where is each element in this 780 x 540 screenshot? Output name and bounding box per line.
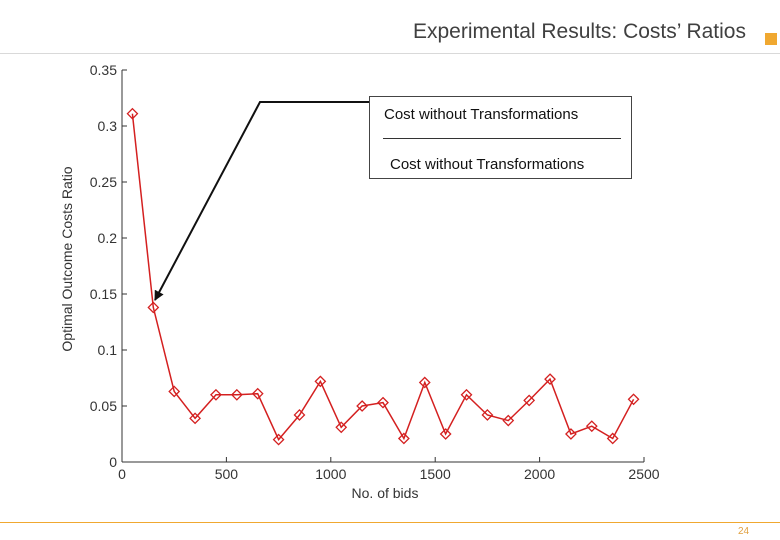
y-tick-label: 0.3 — [98, 118, 118, 134]
page-number: 24 — [738, 526, 750, 537]
x-tick-label: 0 — [118, 466, 126, 482]
data-point — [460, 388, 473, 401]
y-tick-label: 0 — [109, 454, 117, 470]
data-point — [585, 420, 598, 433]
data-point — [356, 400, 369, 412]
data-point — [606, 432, 619, 445]
title-accent-square — [765, 33, 777, 45]
data-point — [168, 385, 181, 398]
y-tick-label: 0.2 — [98, 230, 118, 246]
y-tick-label: 0.1 — [98, 342, 118, 358]
data-point — [272, 433, 285, 446]
data-point — [335, 421, 348, 434]
series-line — [131, 113, 635, 441]
callout-arrow-group — [154, 101, 369, 301]
data-point — [418, 376, 431, 389]
data-point — [189, 412, 201, 425]
x-tick-label: 2500 — [628, 466, 659, 482]
x-tick-label: 2000 — [524, 466, 555, 482]
y-tick-label: 0.15 — [90, 286, 117, 302]
data-point — [293, 409, 306, 421]
data-point — [210, 388, 222, 401]
callout-arrow — [154, 101, 369, 301]
footer-divider — [0, 522, 780, 523]
x-tick-label: 1000 — [315, 466, 346, 482]
data-point — [377, 396, 389, 409]
callout-denominator: Cost without Transformations — [390, 156, 585, 173]
x-axis-label: No. of bids — [352, 485, 419, 501]
slide-title: Experimental Results: Costs’ Ratios — [412, 20, 746, 43]
chart-axes — [121, 70, 644, 463]
callout-fraction-bar — [383, 138, 621, 139]
data-point — [439, 428, 452, 440]
data-point — [251, 387, 264, 400]
data-point — [544, 373, 556, 386]
data-point — [126, 107, 139, 120]
data-point — [627, 393, 640, 406]
y-axis-label: Optimal Outcome Costs Ratio — [59, 166, 75, 351]
y-tick-label: 0.25 — [90, 174, 117, 190]
data-point — [397, 432, 410, 445]
data-point — [502, 414, 515, 427]
chart-ticks: 0 0.05 0.1 0.15 0.2 0.25 0.3 0.35 0 500 1000 1500 20… — [90, 62, 660, 482]
callout-box: Cost without Transformations Cost withou… — [369, 96, 632, 179]
y-tick-label: 0.05 — [90, 398, 117, 414]
data-point — [523, 394, 536, 407]
data-point — [147, 301, 160, 314]
data-point — [230, 388, 243, 401]
chart-series — [126, 107, 640, 446]
data-point — [565, 428, 577, 440]
callout-numerator: Cost without Transformations — [384, 106, 579, 123]
x-tick-label: 1500 — [420, 466, 451, 482]
data-point — [481, 409, 494, 421]
x-tick-label: 500 — [215, 466, 239, 482]
y-tick-label: 0.35 — [90, 62, 117, 78]
data-point — [314, 375, 327, 388]
title-divider — [0, 53, 780, 54]
